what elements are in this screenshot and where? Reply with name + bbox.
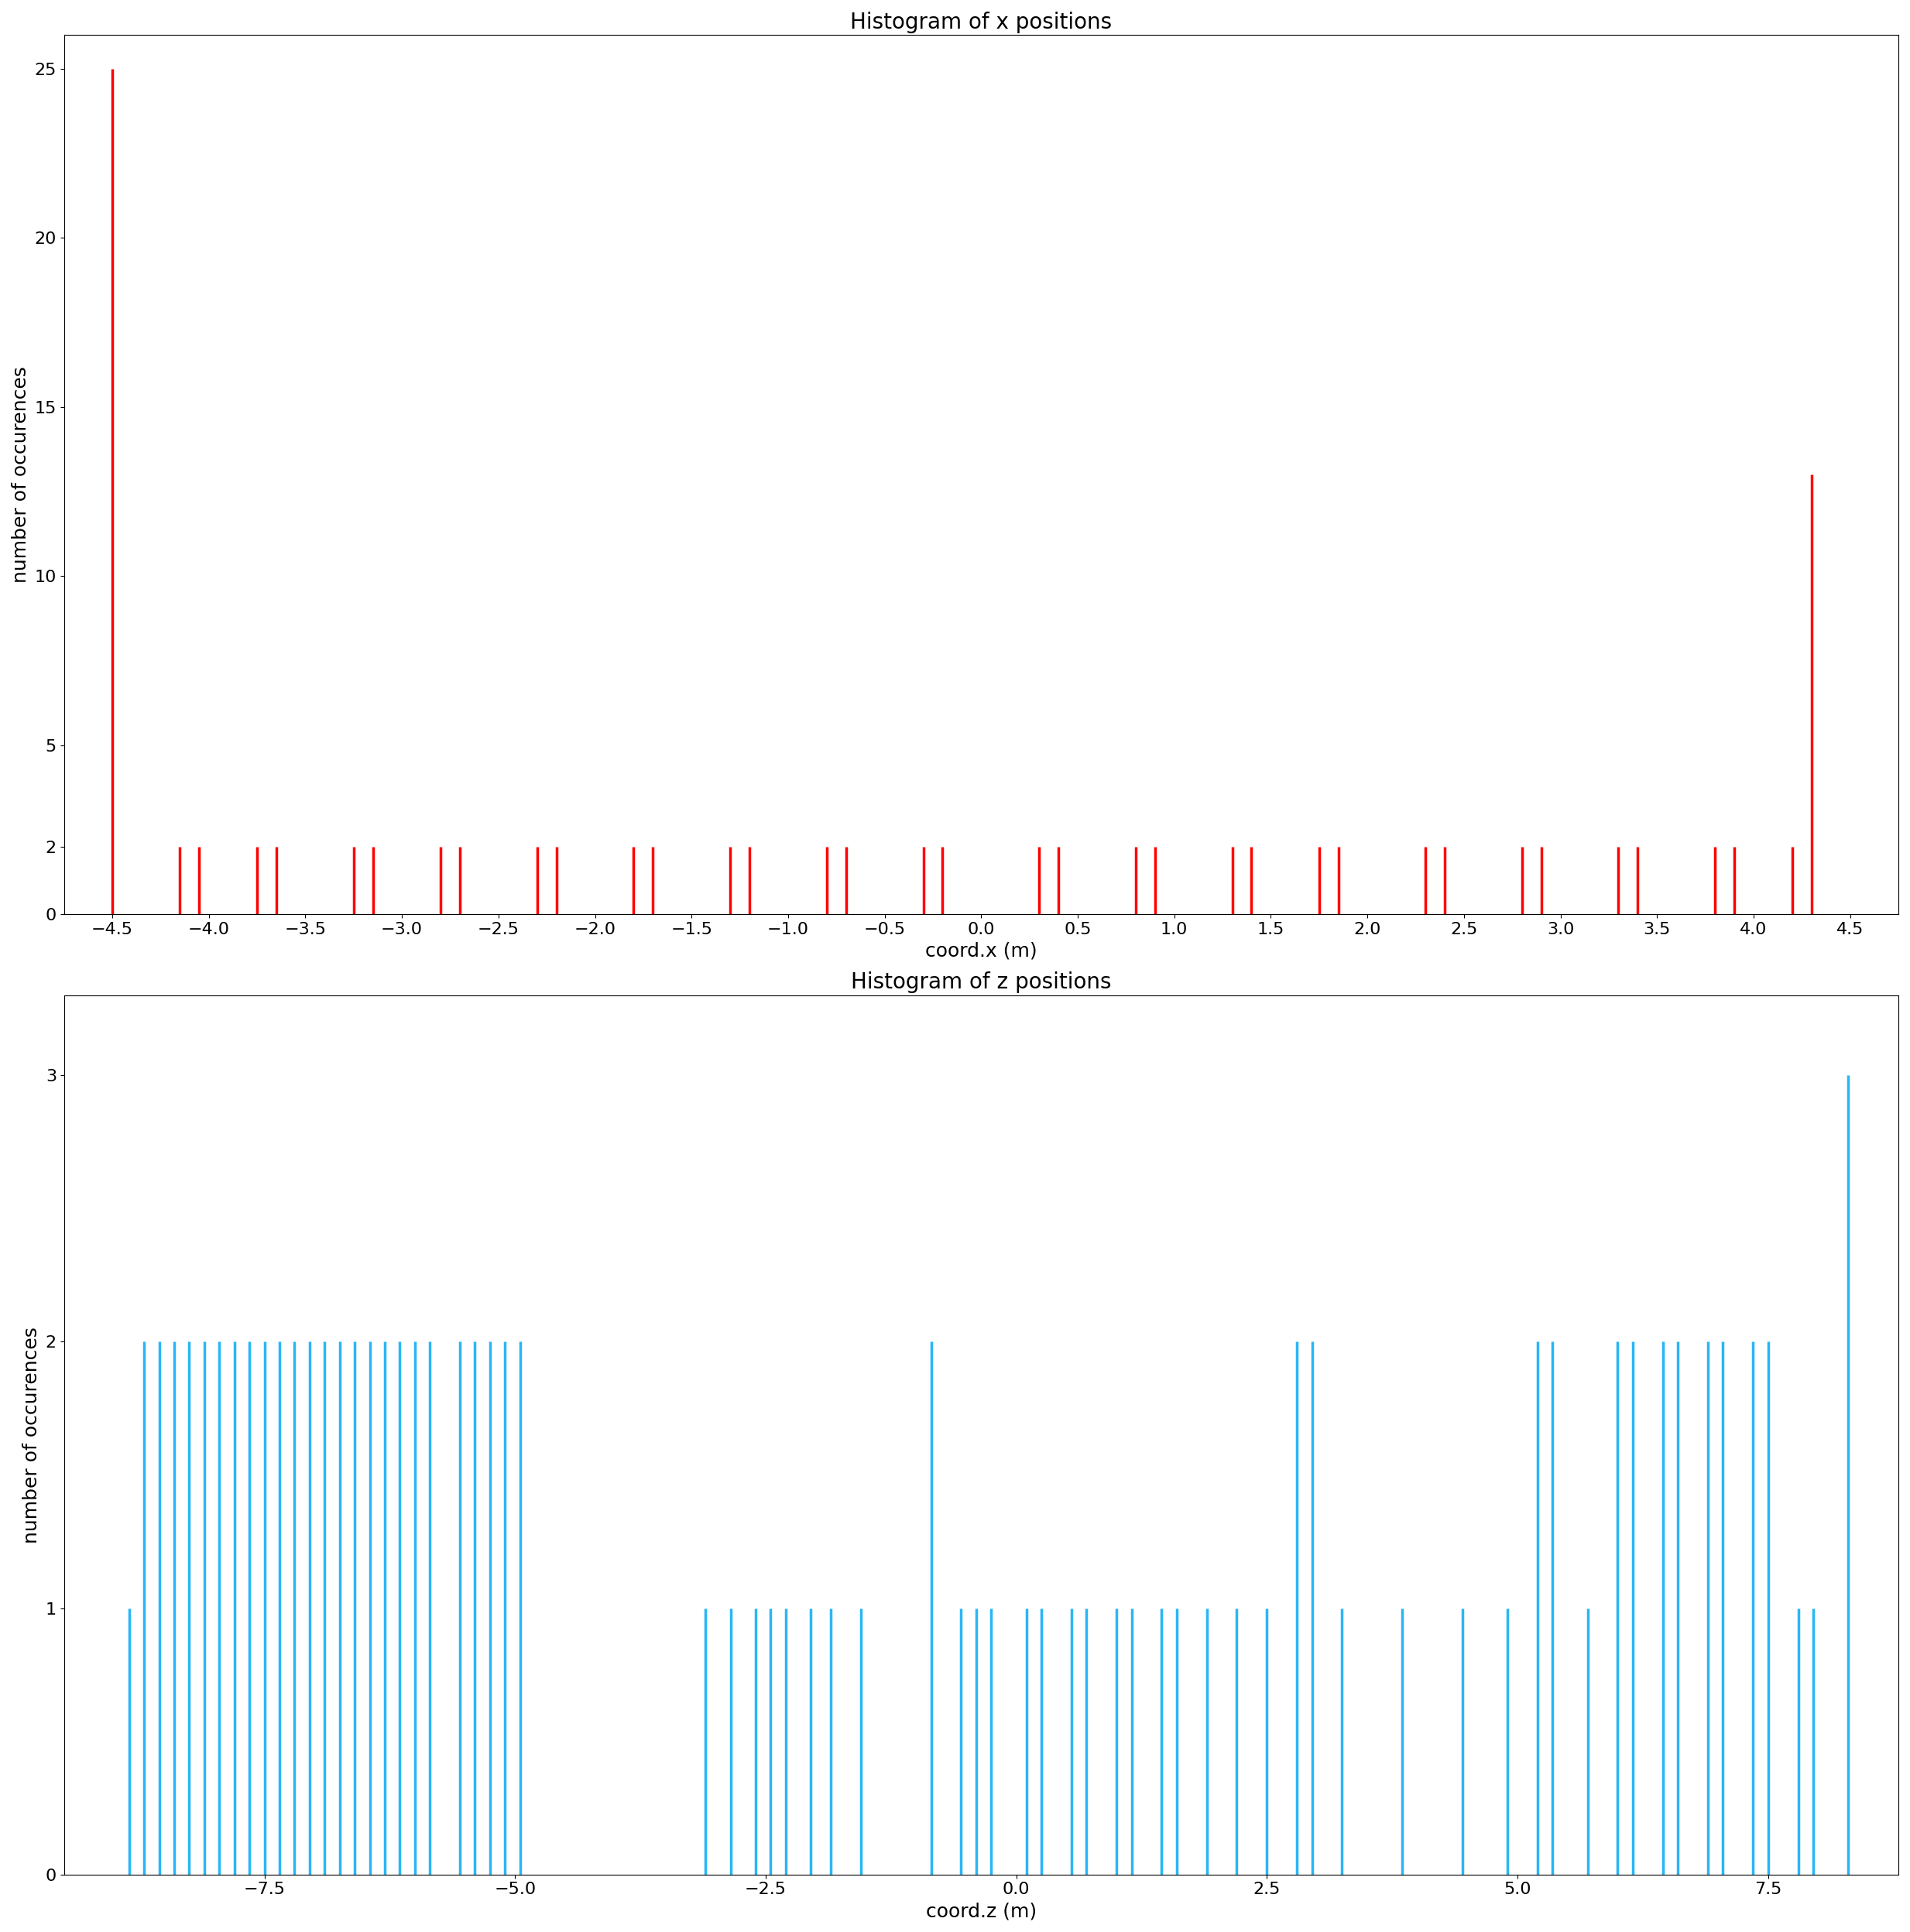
X-axis label: coord.z (m): coord.z (m) xyxy=(926,1901,1037,1920)
Title: Histogram of z positions: Histogram of z positions xyxy=(852,972,1112,993)
Y-axis label: number of occurences: number of occurences xyxy=(11,367,31,583)
X-axis label: coord.x (m): coord.x (m) xyxy=(924,941,1037,960)
Y-axis label: number of occurences: number of occurences xyxy=(23,1327,42,1544)
Title: Histogram of x positions: Histogram of x positions xyxy=(850,12,1112,33)
